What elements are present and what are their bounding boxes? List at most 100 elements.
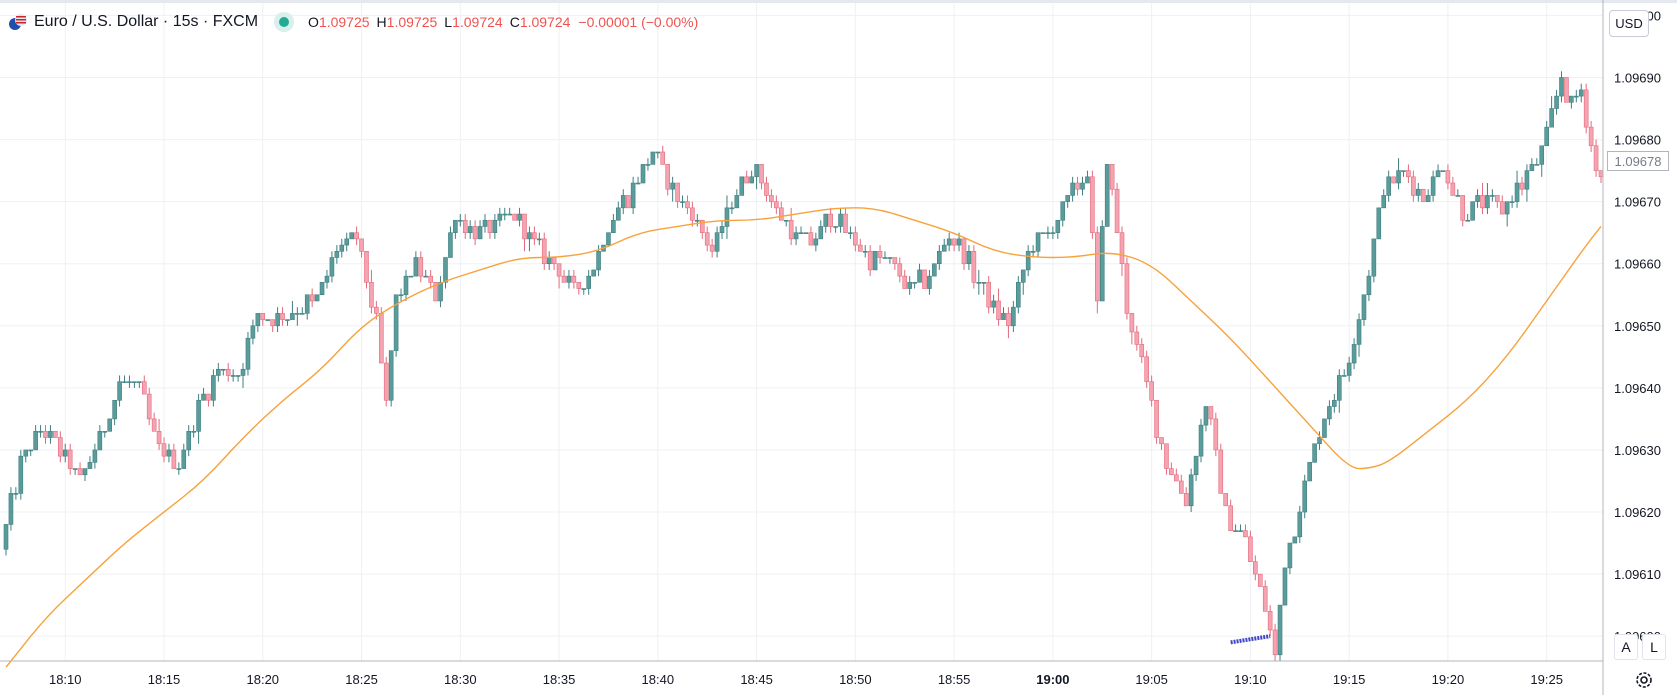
candle-up <box>739 176 745 196</box>
candle-down <box>1420 188 1426 202</box>
candle-up <box>265 319 271 321</box>
candle-up <box>956 238 962 246</box>
time-tick-label: 18:20 <box>247 672 280 687</box>
candle-up <box>862 251 868 253</box>
candle-up <box>976 282 982 284</box>
candle-up <box>1554 95 1559 109</box>
candle-up <box>245 337 251 370</box>
price-tick-label: 1.09650 <box>1614 319 1661 334</box>
candle-up <box>13 493 19 495</box>
time-tick-label: 19:25 <box>1530 672 1563 687</box>
candle-up <box>1559 77 1564 97</box>
candle-down <box>77 468 83 476</box>
candle-down <box>1588 126 1594 147</box>
candle-up <box>1401 170 1406 172</box>
candle-up <box>453 219 458 233</box>
candle-up <box>82 468 88 476</box>
candle-down <box>58 437 63 457</box>
candle-up <box>1302 480 1308 513</box>
candle-up <box>581 288 587 290</box>
candle-up <box>132 381 137 383</box>
candle-up <box>1524 170 1530 190</box>
candle-up <box>517 213 522 221</box>
candle-up <box>285 319 290 321</box>
candle-down <box>151 418 157 432</box>
candle-down <box>685 201 690 209</box>
trend-line-drawing[interactable] <box>1230 634 1271 645</box>
candle-down <box>625 195 631 209</box>
candle-up <box>1332 399 1337 407</box>
candle-up <box>872 251 878 271</box>
candle-down <box>472 226 478 240</box>
candle-down <box>354 232 359 240</box>
candle-up <box>1430 176 1436 196</box>
candle-up <box>329 257 335 277</box>
candle-up <box>339 244 345 252</box>
candle-up <box>492 219 498 233</box>
candle-up <box>1312 443 1317 463</box>
candle-up <box>393 294 399 351</box>
candle-down <box>1445 170 1451 184</box>
symbol-title[interactable]: Euro / U.S. Dollar · 15s · FXCM <box>34 13 259 30</box>
candle-up <box>1085 176 1090 184</box>
log-scale-button[interactable]: L <box>1642 634 1666 660</box>
candle-up <box>932 263 937 277</box>
candle-down <box>462 219 468 233</box>
candle-up <box>1351 344 1357 364</box>
candle-up <box>1045 232 1051 234</box>
candle-up <box>981 282 987 284</box>
candle-down <box>1183 493 1189 507</box>
price-tick-label: 1.09640 <box>1614 381 1661 396</box>
candle-down <box>877 251 883 258</box>
candle-down <box>1218 449 1224 494</box>
candle-up <box>1455 195 1461 197</box>
candle-up <box>1203 406 1209 426</box>
auto-scale-button[interactable]: A <box>1614 634 1638 660</box>
candle-up <box>936 251 942 265</box>
candle-up <box>1504 201 1510 215</box>
candle-up <box>1070 182 1075 196</box>
candle-up <box>87 462 93 469</box>
time-tick-label: 18:25 <box>345 672 378 687</box>
price-tick-label: 1.09660 <box>1614 257 1661 272</box>
candle-down <box>1495 195 1500 202</box>
market-status-icon[interactable] <box>274 12 295 32</box>
candle-down <box>709 244 715 252</box>
candle-down <box>1075 182 1080 190</box>
candle-up <box>734 195 740 209</box>
currency-button[interactable]: USD <box>1609 10 1649 37</box>
candle-up <box>196 399 201 432</box>
open-value: 1.09725 <box>318 14 370 30</box>
time-tick-label: 18:15 <box>148 672 181 687</box>
candle-down <box>433 282 438 302</box>
candle-down <box>704 232 710 246</box>
candle-down <box>1006 313 1011 327</box>
candle-down <box>1174 474 1179 482</box>
gear-icon[interactable] <box>1633 669 1655 691</box>
candle-down <box>699 219 705 233</box>
candle-up <box>497 213 503 221</box>
candle-up <box>1193 455 1199 476</box>
candle-down <box>857 244 863 252</box>
candle-up <box>754 164 759 178</box>
candle-up <box>719 226 725 233</box>
close-value: 1.09724 <box>519 14 571 30</box>
candle-up <box>334 251 340 258</box>
candle-down <box>1228 505 1233 531</box>
candle-up <box>211 375 216 401</box>
candle-down <box>1095 232 1100 302</box>
price-tick-label: 1.09630 <box>1614 443 1661 458</box>
time-tick-label: 19:15 <box>1333 672 1366 687</box>
candle-up <box>220 368 226 371</box>
candle-down <box>759 164 764 184</box>
candle-up <box>1569 95 1574 103</box>
candle-down <box>260 313 266 320</box>
candle-up <box>1307 462 1312 482</box>
candle-up <box>803 232 809 234</box>
candle-up <box>176 468 182 470</box>
candle-down <box>1272 629 1278 656</box>
candle-down <box>1124 263 1130 314</box>
price-tick-label: 1.09610 <box>1614 567 1661 582</box>
candle-up <box>137 381 142 383</box>
